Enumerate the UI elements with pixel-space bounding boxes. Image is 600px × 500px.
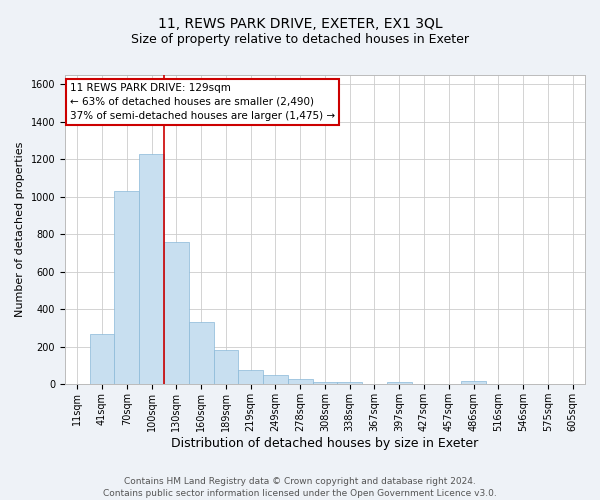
Bar [461, 381, 486, 384]
Bar [288, 378, 313, 384]
Bar [164, 242, 189, 384]
Bar [139, 154, 164, 384]
Text: 11, REWS PARK DRIVE, EXETER, EX1 3QL: 11, REWS PARK DRIVE, EXETER, EX1 3QL [158, 18, 442, 32]
Bar [115, 191, 139, 384]
X-axis label: Distribution of detached houses by size in Exeter: Distribution of detached houses by size … [172, 437, 479, 450]
Bar [238, 370, 263, 384]
Bar [189, 322, 214, 384]
Bar [214, 350, 238, 384]
Bar [387, 382, 412, 384]
Bar [337, 382, 362, 384]
Bar [89, 334, 115, 384]
Text: Contains HM Land Registry data © Crown copyright and database right 2024.
Contai: Contains HM Land Registry data © Crown c… [103, 476, 497, 498]
Bar [263, 375, 288, 384]
Text: 11 REWS PARK DRIVE: 129sqm
← 63% of detached houses are smaller (2,490)
37% of s: 11 REWS PARK DRIVE: 129sqm ← 63% of deta… [70, 82, 335, 120]
Y-axis label: Number of detached properties: Number of detached properties [15, 142, 25, 318]
Text: Size of property relative to detached houses in Exeter: Size of property relative to detached ho… [131, 32, 469, 46]
Bar [313, 382, 337, 384]
